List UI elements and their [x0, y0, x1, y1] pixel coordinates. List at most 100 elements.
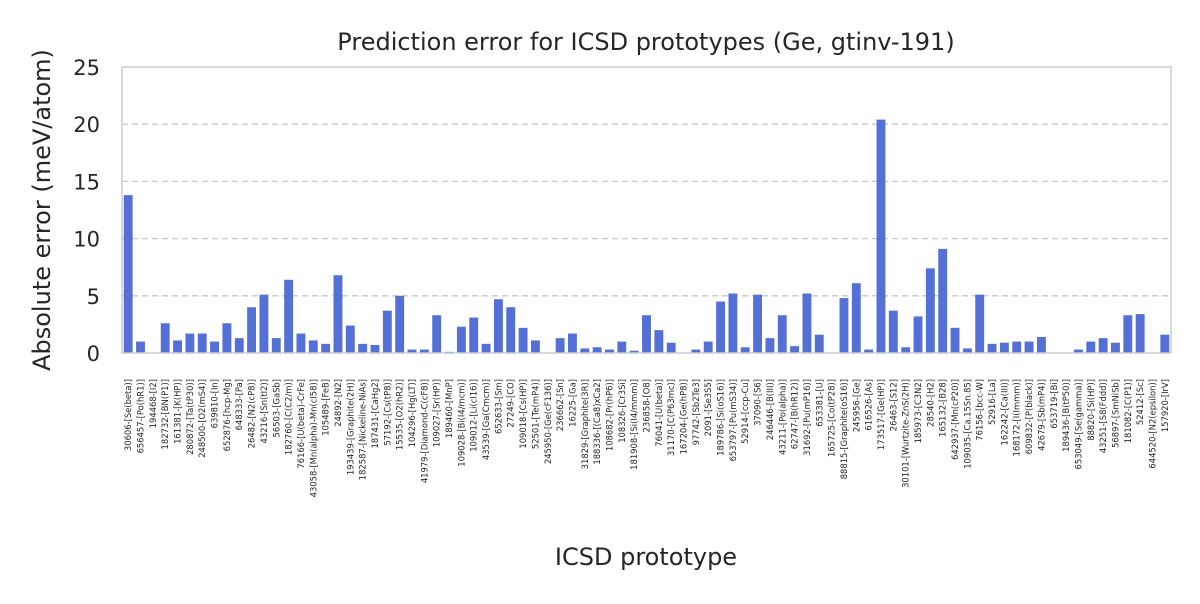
- x-tick-label: 652876-[hcp-Mg]: [222, 379, 232, 451]
- y-tick-labels: 0 5 10 15 20 25: [73, 56, 100, 366]
- x-tick-label: 56897-[SmNiSb]: [1110, 379, 1120, 448]
- x-tick-label: 24892-[N2]: [333, 379, 343, 427]
- x-tick-label: 193439-[Graphite(2H)]: [345, 379, 355, 475]
- x-tick-label: 644520-[N2(epsilon)]: [1147, 379, 1157, 469]
- bar: [123, 195, 133, 353]
- y-tick-label: 20: [73, 113, 100, 137]
- bar: [814, 334, 824, 353]
- bar: [888, 310, 898, 353]
- x-tick-label: 15535-[O2(hR2)]: [395, 379, 405, 450]
- bar: [938, 248, 948, 353]
- bar: [864, 349, 874, 353]
- x-tick-label: 76166-[U(beta)-CrFe]: [296, 379, 306, 469]
- x-axis-label: ICSD prototype: [555, 543, 737, 571]
- bar: [1135, 314, 1145, 353]
- bars: [123, 119, 1170, 354]
- bar: [1024, 341, 1034, 353]
- bar: [592, 347, 602, 353]
- x-tick-label: 31170-[C(P63mc)]: [666, 379, 676, 456]
- bar: [185, 333, 195, 353]
- x-tick-label: 609832-[P(black)]: [1024, 379, 1034, 454]
- x-tick-label: 42679-[Sb(mP4)]: [1036, 379, 1046, 451]
- bar: [530, 340, 540, 353]
- x-tick-label: 165725-[Co(tP28)]: [827, 379, 837, 457]
- bar: [506, 307, 516, 353]
- x-tick-label: 656457-[Po(hR1)]: [136, 379, 146, 453]
- x-tick-label: 52412-[Sc]: [1135, 379, 1145, 425]
- x-tick-label: 76041-[U(beta)]: [654, 379, 664, 447]
- x-tick-label: 52914-[ccp-Cu]: [740, 379, 750, 444]
- x-tick-label: 162242-[Ca(III)]: [999, 379, 1009, 445]
- x-tick-label: 52916-[La]: [987, 379, 997, 425]
- x-tick-label: 62747-[B(hR12)]: [790, 379, 800, 449]
- bar: [975, 294, 985, 353]
- x-tick-label: 37090-[S6]: [753, 379, 763, 426]
- x-tick-label: 236858-[O8]: [642, 379, 652, 432]
- x-tick-label: 30606-[Se(beta)]: [123, 379, 133, 451]
- bar: [333, 275, 343, 353]
- bar: [370, 344, 380, 353]
- bar: [345, 325, 355, 353]
- x-tick-label: 168172-[I(Immm)]: [1012, 379, 1022, 456]
- x-tick-label: 653797-[Pu(mS34)]: [728, 379, 738, 461]
- bar: [925, 268, 935, 353]
- x-tick-label: 109027-[Sr(HP)]: [432, 379, 442, 447]
- x-tick-label: 109028-[Bi(I4/mcm)]: [456, 379, 466, 467]
- x-tick-label: 187431-[CaHg2]: [370, 379, 380, 448]
- bar: [790, 346, 800, 353]
- y-tick-label: 0: [87, 342, 100, 366]
- gridlines: [122, 123, 1171, 297]
- x-tick-label: 31692-[Pu(mP16)]: [802, 379, 812, 456]
- bar: [1012, 341, 1022, 353]
- x-tick-label: 653719-[Bi]: [1049, 379, 1059, 429]
- x-tick-label: 43216-[Sn(tI2)]: [259, 379, 269, 443]
- bar: [777, 315, 787, 353]
- bar: [716, 301, 725, 353]
- x-tick-label: 642937-[Mn(cP20)]: [950, 379, 960, 460]
- bar: [173, 340, 182, 353]
- x-tick-label: 189786-[Si(oS16)]: [716, 379, 726, 456]
- bar: [321, 343, 331, 353]
- bar: [642, 315, 651, 353]
- x-tick-label: 27249-[CO]: [506, 379, 516, 428]
- bar: [999, 342, 1009, 353]
- x-tick-label: 182732-[BN(P1)]: [160, 379, 170, 449]
- x-tick-label: 182587-[Nickeline-NiAs]: [358, 379, 368, 480]
- y-tick-label: 10: [73, 228, 100, 252]
- bar: [518, 327, 528, 353]
- x-tick-label: 108326-[Cr3Si]: [617, 379, 627, 443]
- bar: [950, 327, 960, 353]
- bar: [666, 342, 676, 353]
- bar: [568, 333, 577, 353]
- x-tick-label: 30101-[Wurtzite-ZnS(2H)]: [901, 379, 911, 488]
- bar: [802, 293, 812, 353]
- bar: [901, 347, 911, 353]
- x-tick-label: 26482-[N2(cP8)]: [247, 379, 257, 448]
- bar: [740, 347, 750, 353]
- x-tick-label: 56503-[GaSb]: [271, 379, 281, 437]
- x-tick-label: 280872-[Ta(tP30)]: [185, 379, 195, 455]
- x-tick-label: 109018-[Cs(HP)]: [518, 379, 528, 449]
- bar: [1086, 341, 1096, 353]
- x-tick-label: 31829-[Graphite(3R)]: [580, 379, 590, 469]
- bar: [271, 338, 281, 353]
- x-tick-label: 109035-[Ca.15Sn.85]: [962, 379, 972, 469]
- bar: [1073, 349, 1083, 353]
- bar: [728, 293, 738, 353]
- x-tick-label: 41979-[Diamond-C(cF8)]: [419, 379, 429, 483]
- x-tick-label: 105489-[FeB]: [321, 379, 331, 436]
- y-tick-label: 15: [73, 170, 100, 194]
- bar: [1098, 338, 1108, 353]
- x-tick-label: 639810-[In]: [210, 379, 220, 428]
- x-tick-label: 161381-[K(HP)]: [173, 379, 183, 444]
- bar: [876, 119, 886, 354]
- x-tick-label: 157920-[IrV]: [1160, 379, 1170, 432]
- x-tick-label: 653381-[U]: [814, 379, 824, 427]
- x-tick-label: 182760-[C(C2/m)]: [284, 379, 294, 455]
- bar: [654, 330, 664, 353]
- x-tick-label: 648333-[Pa]: [234, 379, 244, 430]
- bar: [605, 349, 614, 353]
- y-axis-label: Absolute error (meV/atom): [28, 49, 56, 371]
